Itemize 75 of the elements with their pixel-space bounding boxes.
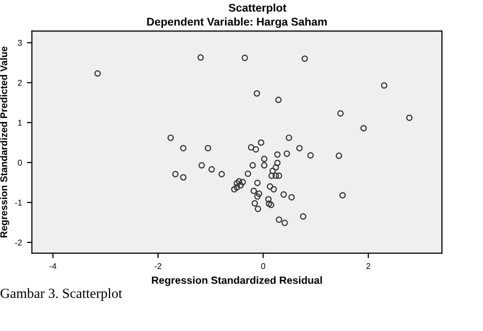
point: [240, 178, 246, 186]
point: [252, 200, 258, 206]
point: [272, 172, 280, 179]
point: [406, 114, 413, 121]
point: [360, 124, 367, 132]
point: [198, 162, 205, 169]
point: [234, 184, 240, 190]
point: [252, 146, 260, 153]
chart-title: Scatterplot: [228, 4, 286, 14]
point: [197, 54, 204, 61]
point: [236, 178, 242, 185]
point: [274, 160, 281, 166]
point: [208, 166, 215, 173]
point: [204, 144, 212, 152]
point: [180, 144, 186, 152]
y-tick-label: 0: [18, 160, 22, 166]
point: [275, 96, 282, 104]
point: [248, 144, 254, 151]
point: [302, 55, 308, 62]
x-tick-label: 0: [261, 263, 266, 270]
point: [269, 168, 276, 174]
x-tick-label: -2: [154, 263, 162, 269]
point: [276, 172, 282, 179]
text: Gambar 3. Scatterplot: [0, 288, 122, 301]
point: [296, 144, 303, 152]
point: [180, 174, 186, 181]
x-axis-title: Regression Standardized Residual: [152, 276, 322, 286]
x-tick-label: -4: [50, 263, 56, 269]
point: [254, 206, 262, 212]
point: [261, 162, 268, 169]
point: [167, 134, 174, 141]
point: [282, 220, 288, 226]
point: [242, 54, 248, 62]
point: [336, 152, 342, 159]
point: [268, 202, 274, 208]
point: [249, 162, 256, 169]
point: [268, 172, 275, 179]
point: [270, 186, 277, 192]
point: [266, 183, 274, 190]
point: [218, 170, 225, 178]
point: [280, 191, 287, 198]
y-tick-label: -2: [15, 240, 22, 246]
point: [234, 180, 240, 187]
point: [339, 192, 346, 198]
point: [172, 170, 179, 178]
point: [300, 213, 306, 220]
point: [256, 190, 262, 197]
point: [250, 188, 257, 194]
point: [94, 70, 101, 77]
y-tick-label: 3: [18, 40, 22, 46]
y-axis-title: Regression Standardized Predicted Value: [0, 46, 10, 238]
point: [272, 164, 280, 171]
point: [337, 110, 344, 117]
point: [380, 82, 388, 89]
y-tick-label: 2: [18, 80, 22, 86]
point: [266, 200, 272, 207]
point: [258, 139, 264, 146]
point: [254, 90, 260, 97]
point: [244, 170, 252, 177]
y-tick-label: -1: [15, 200, 22, 206]
point: [237, 182, 244, 188]
point: [265, 196, 272, 202]
point: [288, 194, 295, 200]
point: [254, 180, 261, 186]
point: [274, 151, 281, 158]
chart-subtitle: Dependent Variable: Harga Saham: [147, 18, 327, 28]
point: [284, 150, 290, 157]
y-tick-label: 1: [18, 120, 22, 126]
point: [261, 156, 268, 162]
point: [254, 193, 261, 200]
point: [286, 134, 292, 141]
point: [231, 186, 238, 192]
point: [276, 216, 282, 223]
x-tick-label: 2: [366, 263, 370, 269]
point: [307, 152, 314, 159]
